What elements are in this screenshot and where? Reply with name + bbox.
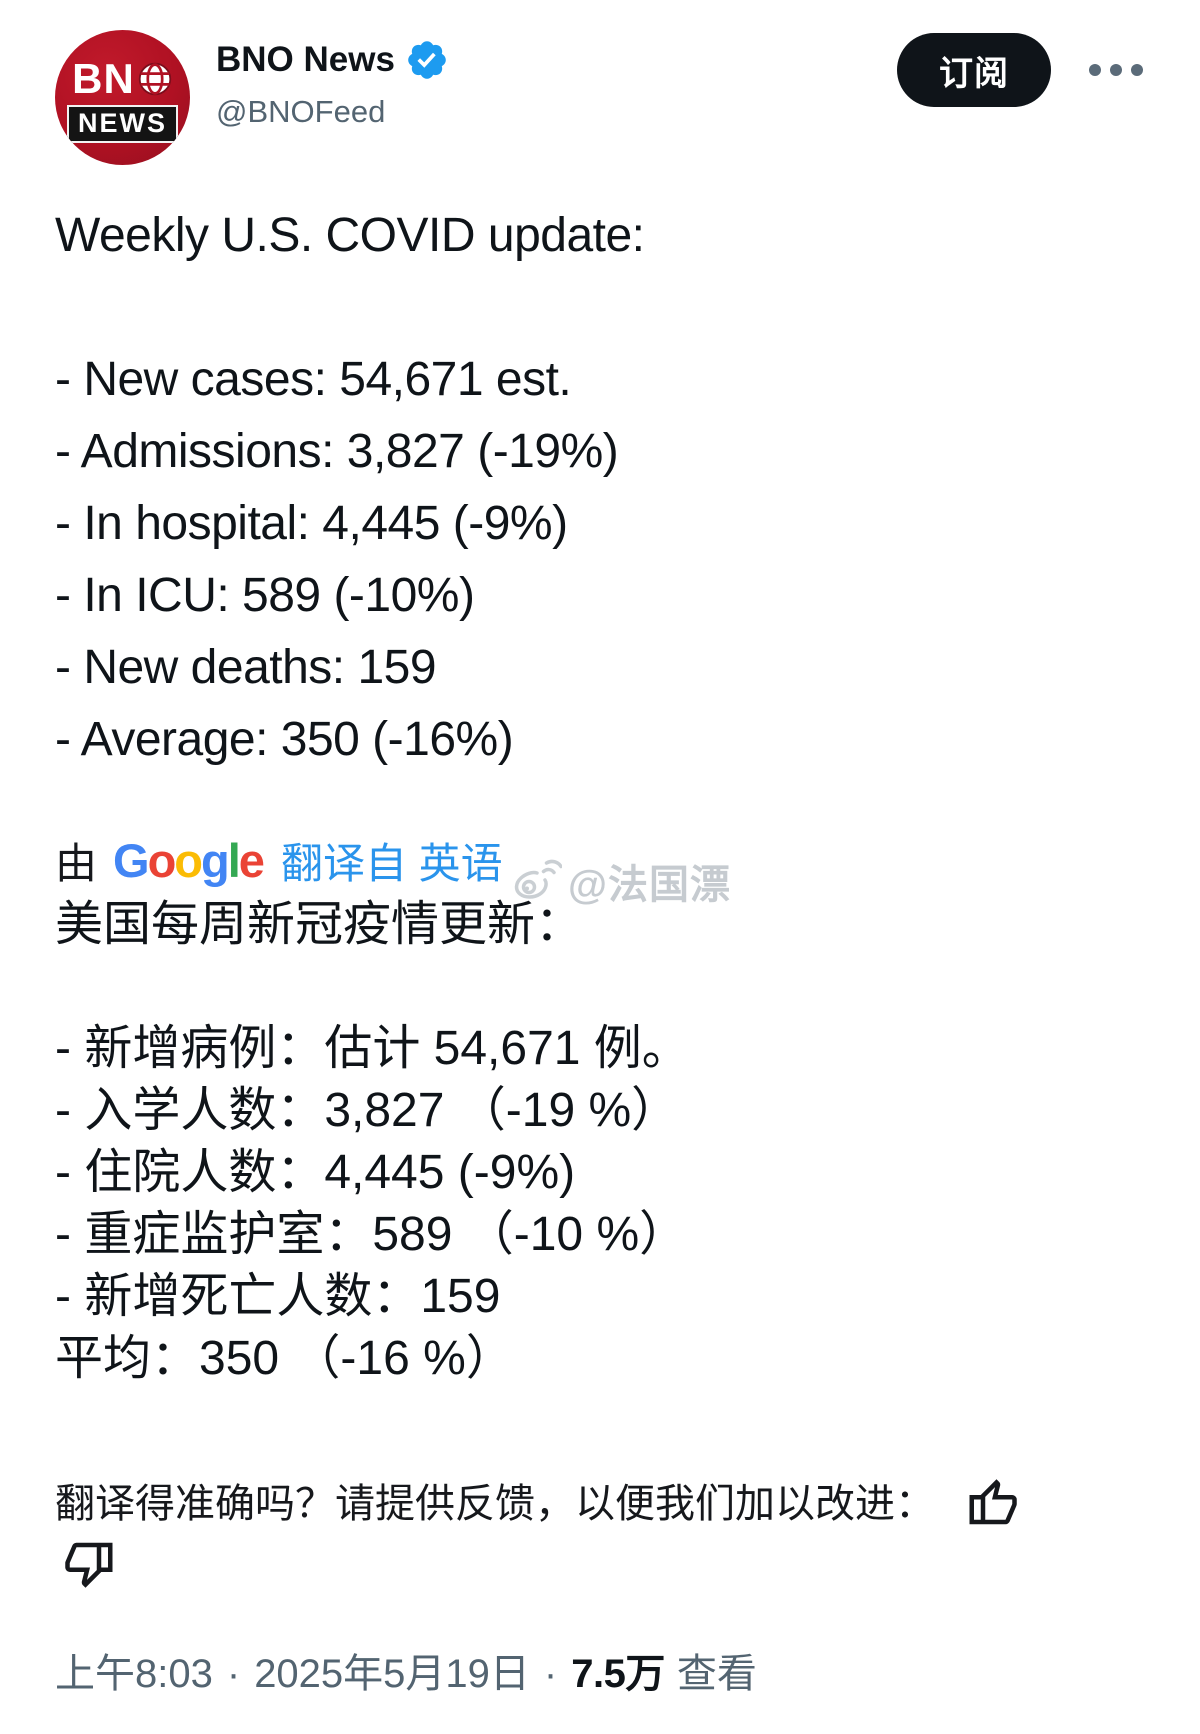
tweet-line-en: - Admissions: 3,827 (-19%) (55, 425, 619, 478)
avatar[interactable]: BN NEWS (55, 30, 190, 165)
tweet-text-original: Weekly U.S. COVID update: - New cases: 5… (55, 200, 1145, 776)
subscribe-button[interactable]: 订阅 (897, 33, 1051, 107)
views-count: 7.5万 (571, 1652, 665, 1696)
meta-separator: · (543, 1652, 558, 1696)
tweet-line-en: - Average: 350 (-16%) (55, 713, 514, 766)
more-options-button[interactable] (1087, 58, 1145, 82)
thumb-down-icon[interactable] (63, 1536, 117, 1590)
tweet-line-zh: - 住院人数：4,445 (-9%) (55, 1146, 576, 1199)
views-label: 查看 (676, 1652, 757, 1696)
tweet-line-zh: - 新增病例：估计 54,671 例。 (55, 1022, 690, 1075)
translated-by-row: 由 Google 翻译自 英语 @法国漂 (55, 826, 1145, 908)
tweet-line-zh: - 新增死亡人数：159 (55, 1270, 501, 1323)
translation-feedback: 翻译得准确吗？请提供反馈，以便我们加以改进： (55, 1476, 1145, 1595)
google-logo: Google (113, 833, 265, 887)
tweet-line-zh: - 重症监护室：589 （-10 %） (55, 1208, 688, 1261)
feedback-prompt: 翻译得准确吗？请提供反馈，以便我们加以改进： (55, 1482, 935, 1526)
tweet-title-en: Weekly U.S. COVID update: (55, 209, 645, 262)
avatar-logo-top: BN (72, 54, 173, 102)
avatar-logo-banner: NEWS (67, 104, 178, 144)
header-actions: 订阅 (897, 30, 1145, 107)
translated-from-label: 翻译自 英语 (280, 839, 503, 887)
tweet-meta-footer: 上午8:03 · 2025年5月19日 · 7.5万 查看 (55, 1641, 1145, 1699)
tweet-line-en: - In ICU: 589 (-10%) (55, 569, 475, 622)
tweet-line-en: - New cases: 54,671 est. (55, 353, 572, 406)
tweet-line-en: - New deaths: 159 (55, 641, 437, 694)
tweet-line-zh: - 入学人数：3,827 （-19 %） (55, 1084, 680, 1137)
tweet-header: BN NEWS BNO News @BNOFeed 订阅 (55, 30, 1145, 167)
translated-by-prefix: 由 (55, 839, 98, 887)
globe-icon (138, 62, 172, 96)
avatar-logo-letters: BN (72, 54, 135, 102)
verified-badge-icon (408, 41, 446, 79)
tweet-line-en: - In hospital: 4,445 (-9%) (55, 497, 568, 550)
account-id-block: BNO News @BNOFeed (216, 30, 449, 130)
tweet-text-translated: 美国每周新冠疫情更新： - 新增病例：估计 54,671 例。 - 入学人数：3… (55, 894, 1145, 1390)
tweet-title-zh: 美国每周新冠疫情更新： (55, 898, 584, 951)
account-display-name[interactable]: BNO News (216, 39, 395, 79)
timestamp: 上午8:03 (55, 1652, 213, 1696)
account-handle[interactable]: @BNOFeed (216, 94, 386, 129)
tweet-line-zh: 平均：350 （-16 %） (55, 1332, 514, 1385)
meta-separator: · (226, 1652, 241, 1696)
thumb-up-icon[interactable] (965, 1477, 1019, 1531)
date: 2025年5月19日 (254, 1652, 530, 1696)
